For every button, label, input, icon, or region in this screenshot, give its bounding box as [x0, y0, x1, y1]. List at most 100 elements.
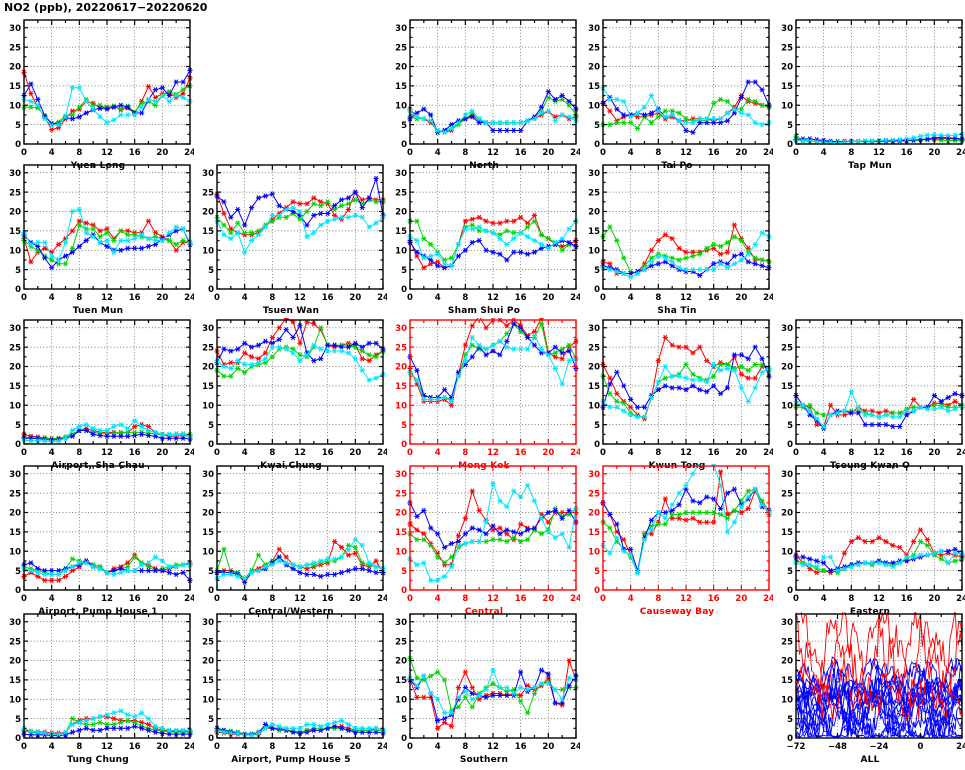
page-title: NO2 (ppb), 20220617−20220620: [4, 1, 207, 14]
svg-text:5: 5: [787, 121, 793, 131]
svg-text:0: 0: [407, 148, 413, 158]
svg-text:30: 30: [781, 324, 793, 334]
svg-text:20: 20: [349, 293, 361, 303]
svg-text:25: 25: [395, 188, 407, 198]
svg-text:0: 0: [214, 293, 220, 303]
svg-text:30: 30: [202, 169, 214, 179]
svg-text:4: 4: [435, 293, 441, 303]
svg-text:10: 10: [9, 246, 21, 256]
svg-text:20: 20: [735, 293, 747, 303]
svg-text:20: 20: [542, 293, 554, 303]
svg-text:8: 8: [848, 448, 854, 458]
svg-text:20: 20: [395, 363, 407, 373]
svg-text:20: 20: [588, 208, 600, 218]
svg-text:16: 16: [129, 148, 141, 158]
svg-text:16: 16: [901, 448, 913, 458]
svg-text:16: 16: [708, 293, 720, 303]
svg-text:24: 24: [956, 448, 965, 458]
svg-text:20: 20: [928, 148, 940, 158]
svg-text:15: 15: [588, 227, 600, 237]
svg-text:20: 20: [202, 363, 214, 373]
svg-text:20: 20: [156, 448, 168, 458]
svg-text:20: 20: [9, 63, 21, 73]
svg-text:4: 4: [821, 148, 827, 158]
svg-text:15: 15: [202, 227, 214, 237]
svg-text:15: 15: [588, 82, 600, 92]
svg-text:0: 0: [793, 448, 799, 458]
svg-text:24: 24: [956, 148, 965, 158]
svg-text:5: 5: [594, 121, 600, 131]
svg-text:12: 12: [294, 293, 306, 303]
svg-text:4: 4: [242, 293, 248, 303]
svg-text:25: 25: [781, 43, 793, 53]
svg-text:24: 24: [763, 148, 773, 158]
svg-text:16: 16: [515, 293, 527, 303]
svg-text:16: 16: [322, 293, 334, 303]
svg-text:16: 16: [901, 148, 913, 158]
svg-text:0: 0: [214, 448, 220, 458]
svg-text:15: 15: [395, 82, 407, 92]
svg-text:8: 8: [655, 448, 661, 458]
svg-text:20: 20: [542, 148, 554, 158]
svg-text:8: 8: [76, 293, 82, 303]
svg-text:16: 16: [708, 148, 720, 158]
svg-text:15: 15: [9, 227, 21, 237]
svg-text:12: 12: [680, 293, 692, 303]
svg-text:15: 15: [588, 382, 600, 392]
panel-title: Sha Tin: [581, 306, 773, 316]
svg-text:4: 4: [821, 448, 827, 458]
svg-text:10: 10: [9, 101, 21, 111]
svg-text:20: 20: [202, 208, 214, 218]
svg-text:15: 15: [781, 382, 793, 392]
svg-text:12: 12: [487, 448, 499, 458]
svg-text:12: 12: [487, 293, 499, 303]
svg-text:15: 15: [395, 382, 407, 392]
svg-text:12: 12: [101, 448, 113, 458]
svg-text:12: 12: [873, 148, 885, 158]
svg-text:4: 4: [435, 448, 441, 458]
svg-text:8: 8: [269, 293, 275, 303]
svg-text:16: 16: [515, 148, 527, 158]
svg-text:5: 5: [15, 121, 21, 131]
svg-text:24: 24: [763, 293, 773, 303]
svg-text:16: 16: [129, 448, 141, 458]
svg-text:20: 20: [588, 63, 600, 73]
svg-text:24: 24: [377, 293, 387, 303]
svg-text:0: 0: [21, 293, 27, 303]
svg-text:8: 8: [76, 148, 82, 158]
svg-text:4: 4: [242, 448, 248, 458]
svg-text:30: 30: [9, 324, 21, 334]
svg-text:4: 4: [435, 148, 441, 158]
svg-text:20: 20: [395, 63, 407, 73]
svg-text:30: 30: [781, 24, 793, 34]
svg-text:24: 24: [184, 293, 194, 303]
svg-text:16: 16: [708, 448, 720, 458]
svg-text:24: 24: [184, 148, 194, 158]
svg-text:30: 30: [588, 324, 600, 334]
svg-text:30: 30: [588, 169, 600, 179]
svg-text:0: 0: [407, 448, 413, 458]
svg-text:25: 25: [395, 343, 407, 353]
svg-text:0: 0: [407, 293, 413, 303]
svg-text:4: 4: [49, 148, 55, 158]
svg-text:5: 5: [594, 421, 600, 431]
svg-text:12: 12: [294, 448, 306, 458]
svg-text:30: 30: [395, 324, 407, 334]
svg-text:10: 10: [202, 246, 214, 256]
svg-text:16: 16: [129, 293, 141, 303]
svg-text:5: 5: [787, 421, 793, 431]
svg-text:5: 5: [15, 421, 21, 431]
svg-text:5: 5: [15, 266, 21, 276]
